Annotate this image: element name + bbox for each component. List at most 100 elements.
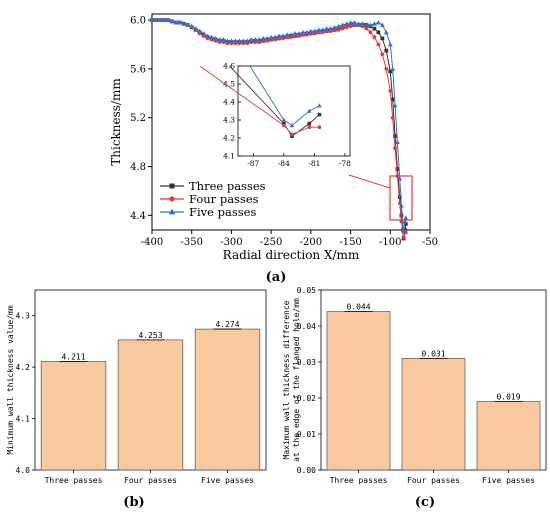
data-point: [344, 21, 349, 26]
data-point: [189, 23, 195, 29]
bar: [40, 361, 107, 471]
data-point: [290, 132, 294, 137]
data-point: [308, 28, 314, 33]
inset-x-tick-label: -81: [308, 159, 320, 168]
data-point: [233, 38, 238, 43]
data-point: [390, 66, 396, 71]
data-point: [248, 37, 254, 42]
data-point: [390, 115, 395, 120]
inset-y-tick-label: 4.3: [223, 116, 235, 125]
series-line: [152, 19, 406, 238]
data-label: 4.274: [215, 320, 239, 329]
data-point: [317, 112, 322, 117]
bar-chart-minimum-thickness: 4.0 4.1 4.2 4.3 4.211 Three passes 4.253 Four …: [6, 289, 267, 485]
legend: Three passes Four passes Five passes: [160, 179, 266, 219]
data-point: [375, 20, 381, 25]
data-point: [372, 21, 377, 26]
data-label: 0.019: [496, 393, 520, 402]
data-point: [284, 32, 290, 37]
legend-item-three-passes: Three passes: [160, 179, 266, 193]
data-point: [384, 67, 389, 71]
x-tick-label: -350: [180, 237, 202, 248]
data-point: [288, 32, 294, 37]
data-point: [397, 176, 403, 181]
data-point: [157, 17, 163, 23]
inset-y-tick-label: 4.5: [223, 80, 235, 89]
y-tick-label: 4.3: [16, 312, 31, 321]
data-point: [282, 123, 286, 128]
data-point: [169, 18, 175, 24]
data-point: [256, 37, 262, 42]
data-point: [244, 38, 250, 43]
legend-item-four-passes: Four passes: [160, 192, 259, 206]
data-point: [240, 38, 246, 43]
data-point: [276, 33, 282, 38]
data-point: [213, 35, 218, 41]
x-tick-label: Four passes: [407, 476, 460, 485]
panel-label-a: (a): [266, 270, 287, 285]
data-point: [379, 22, 385, 27]
data-point: [236, 38, 242, 43]
legend-marker-circle: [169, 196, 175, 202]
data-point: [340, 26, 345, 31]
data-point: [165, 17, 171, 23]
data-point: [221, 37, 226, 42]
x-tick-label: -100: [379, 237, 401, 248]
bar: [401, 358, 466, 471]
y-tick-label: 4.4: [130, 211, 146, 222]
x-tick-label: Five passes: [482, 476, 535, 485]
data-point: [393, 146, 397, 151]
x-tick-label: -200: [300, 237, 322, 248]
y-tick-label: 4.2: [16, 363, 31, 372]
y-axis-label: Thickness/mm: [109, 78, 123, 166]
inset-y-tick-label: 4.4: [223, 98, 235, 107]
bar-chart-thickness-difference: 0.00 0.01 0.02 0.03 0.04 0.05 0.044 Three pass…: [282, 286, 547, 485]
y-axis-label-line-1: Maximum wall thickness difference: [282, 300, 291, 459]
x-tick-label: Three passes: [330, 476, 388, 485]
data-point: [400, 225, 406, 230]
data-point: [181, 21, 187, 26]
data-point: [173, 20, 179, 25]
data-point: [328, 26, 334, 31]
x-tick-label: -50: [422, 237, 438, 248]
data-point: [401, 228, 407, 234]
data-point: [177, 20, 183, 25]
data-point: [387, 42, 393, 47]
zoom-connector-line: [348, 174, 391, 189]
data-point: [320, 27, 326, 32]
panel-label-c: (c): [415, 495, 435, 510]
data-point: [307, 125, 312, 129]
data-point: [368, 30, 373, 35]
data-point: [344, 25, 349, 30]
data-point: [376, 30, 381, 35]
data-point: [380, 36, 385, 41]
data-point: [348, 24, 353, 29]
x-tick-label: Four passes: [124, 476, 177, 485]
x-tick-label: -400: [141, 237, 163, 248]
data-point: [260, 35, 266, 41]
y-axis-label: Minimum wall thickness value/mm: [6, 305, 15, 454]
data-point: [336, 27, 341, 32]
data-label: 4.211: [61, 352, 85, 361]
data-label: 0.031: [421, 349, 445, 358]
data-label: 4.253: [138, 331, 162, 340]
y-tick-label: 0.01: [297, 430, 316, 439]
data-point: [388, 69, 393, 74]
inset-x-tick-label: -84: [278, 159, 290, 168]
data-point: [392, 103, 398, 108]
y-tick-label: 0.03: [297, 358, 316, 367]
data-point: [268, 34, 274, 40]
data-point: [290, 134, 294, 138]
data-point: [401, 235, 406, 240]
legend-item-five-passes: Five passes: [160, 205, 256, 219]
data-point: [364, 22, 369, 27]
inset-y-tick-label: 4.2: [223, 134, 235, 143]
data-point: [388, 88, 393, 93]
data-point: [340, 22, 346, 27]
legend-label: Three passes: [189, 179, 266, 193]
data-point: [217, 37, 222, 42]
data-point: [395, 167, 400, 171]
data-point: [372, 26, 377, 31]
data-point: [161, 17, 167, 23]
